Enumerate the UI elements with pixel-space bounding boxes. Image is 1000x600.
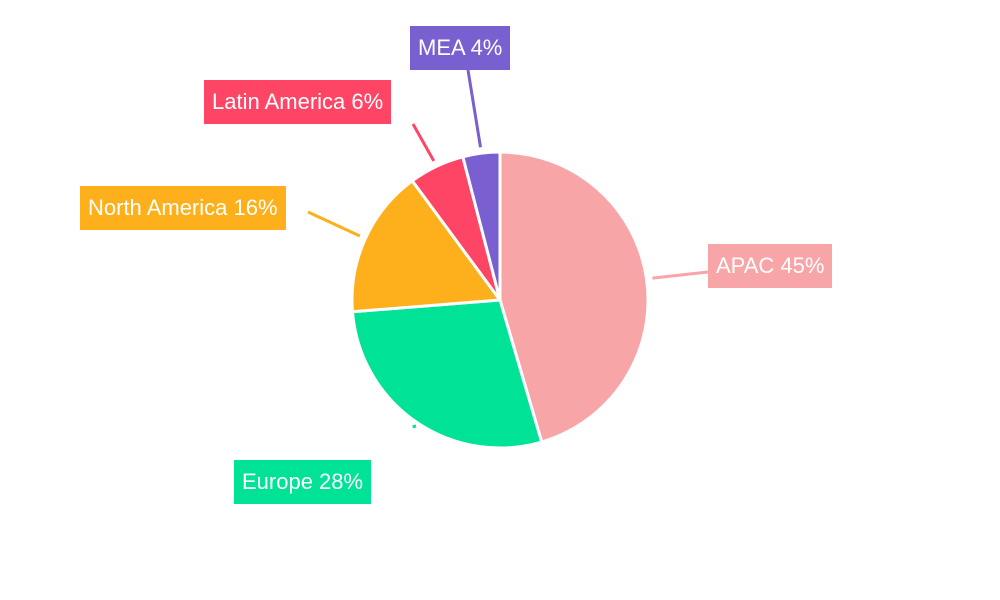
slice-mea	[461, 150, 502, 302]
slice-north-america	[350, 179, 502, 314]
leader-line	[652, 270, 709, 280]
leader-line	[411, 123, 436, 162]
label-mea: MEA 4%	[410, 26, 511, 70]
leader-line	[412, 424, 417, 429]
label-apac: APAC 45%	[708, 244, 833, 288]
slice-apac	[498, 150, 650, 444]
label-north-america: North America 16%	[80, 186, 286, 230]
label-latin-america: Latin America 6%	[204, 80, 392, 124]
leader-line	[466, 69, 482, 148]
slice-europe	[350, 298, 544, 450]
pie-slices	[350, 150, 650, 450]
leader-lines	[307, 69, 709, 429]
leader-line	[307, 210, 361, 238]
label-europe: Europe 28%	[234, 460, 372, 504]
